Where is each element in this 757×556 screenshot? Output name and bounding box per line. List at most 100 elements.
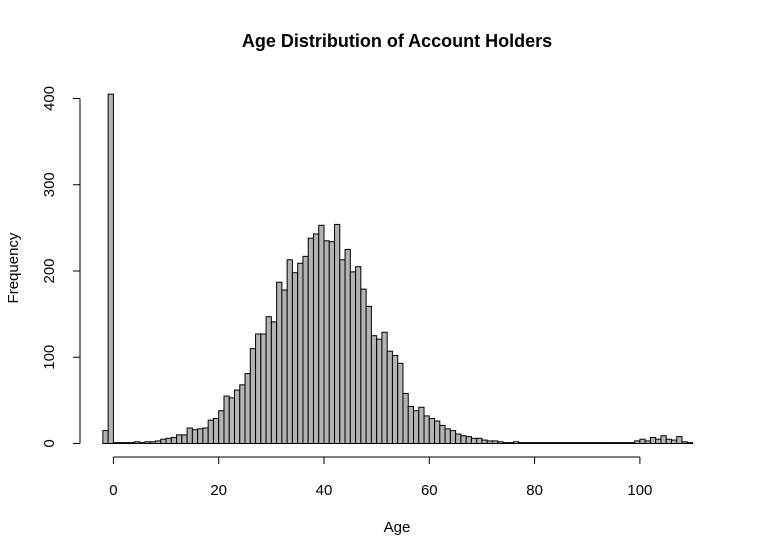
histogram-bar (655, 438, 662, 445)
histogram-bar (307, 237, 314, 444)
histogram-bar (355, 266, 362, 444)
histogram-bar (449, 430, 457, 444)
histogram-bar (649, 436, 657, 444)
histogram-bar (639, 438, 646, 445)
histogram-bar (239, 384, 246, 445)
histogram-bar (381, 331, 388, 444)
histogram-bar (513, 441, 520, 444)
histogram-bar (607, 442, 615, 445)
histogram-bar (144, 441, 151, 444)
histogram-bar (670, 439, 678, 444)
histogram-bar (118, 442, 125, 445)
histogram-bar (470, 437, 478, 445)
histogram-bar (244, 373, 251, 445)
histogram-bar (391, 355, 399, 444)
histogram-bar (439, 424, 446, 445)
x-tick-label: 60 (421, 482, 438, 499)
histogram-bar (312, 233, 320, 444)
histogram-bar (102, 430, 109, 444)
histogram-bar (302, 255, 309, 444)
histogram-bar (423, 415, 430, 444)
histogram-bar (634, 440, 641, 445)
y-tick-label: 400 (41, 86, 58, 111)
histogram-bar (197, 428, 204, 444)
histogram-bar (323, 240, 330, 444)
x-tick-label: 80 (526, 482, 543, 499)
histogram-bar (455, 433, 462, 445)
histogram-bar (349, 271, 357, 444)
histogram-bar (297, 262, 304, 444)
histogram-bar (586, 442, 594, 445)
histogram-bar (686, 442, 694, 445)
histogram-bar (534, 442, 541, 445)
histogram-bar (223, 395, 230, 444)
histogram-bar (360, 288, 367, 444)
histogram-bar (265, 316, 272, 444)
histogram-bar (286, 259, 293, 445)
histogram-bar (218, 410, 225, 445)
histogram-bar (344, 248, 351, 444)
histogram-bar (170, 436, 178, 444)
histogram-bar (486, 440, 493, 445)
x-tick-label: 0 (109, 482, 117, 499)
histogram-bar (318, 224, 325, 444)
x-tick-label: 40 (316, 482, 333, 499)
histogram-bar (434, 420, 441, 445)
histogram-bar (281, 289, 288, 445)
histogram-bar (207, 419, 214, 444)
histogram-bar (339, 259, 346, 445)
histogram-bar (376, 338, 383, 445)
histogram-bar (402, 392, 409, 445)
histogram-bar (602, 442, 609, 445)
chart-title: Age Distribution of Account Holders (242, 31, 552, 51)
histogram-bar (212, 417, 220, 444)
histogram-bar (592, 442, 599, 445)
histogram-bar (549, 442, 557, 445)
histogram-bar (460, 435, 467, 444)
histogram-bar (191, 429, 199, 445)
y-axis-label: Frequency (5, 232, 22, 303)
histogram-bar (418, 406, 425, 444)
histogram-bar (123, 442, 130, 445)
histogram-bar (476, 437, 483, 445)
histogram-bar (176, 434, 183, 445)
y-tick-label: 100 (41, 345, 58, 370)
histogram-bar (413, 410, 420, 445)
histogram-bar (202, 427, 209, 445)
histogram-bar (181, 434, 188, 445)
x-axis: 0 20 40 60 80 100 (109, 456, 652, 499)
histogram-bar (155, 440, 162, 445)
histogram-bar (139, 442, 146, 445)
histogram-bar (618, 442, 625, 445)
histogram-bar (570, 442, 578, 445)
histogram-bar (523, 442, 530, 445)
histogram-bar (565, 442, 572, 445)
histogram-bars (102, 93, 694, 445)
histogram-bar (676, 436, 683, 445)
histogram-bar (133, 441, 141, 444)
histogram-bar (112, 442, 120, 445)
x-tick-label: 100 (627, 482, 652, 499)
histogram-bar (518, 442, 525, 445)
histogram-bar (270, 321, 278, 445)
histogram-bar (528, 442, 536, 445)
histogram-bar (644, 440, 651, 445)
y-tick-label: 300 (41, 172, 58, 197)
histogram-bar (386, 350, 393, 444)
histogram-bar (665, 438, 672, 445)
histogram-bar (149, 441, 157, 444)
histogram-bar (502, 442, 509, 445)
histogram-bar (370, 335, 378, 444)
histogram-bar (365, 305, 372, 444)
histogram-bar (260, 333, 267, 444)
histogram-bar (497, 441, 504, 444)
histogram-bar (107, 93, 114, 444)
histogram-bar (234, 389, 241, 444)
histogram-bar (576, 442, 583, 445)
histogram-bar (186, 427, 193, 445)
histogram-bar (276, 281, 283, 444)
histogram-bar (334, 223, 341, 444)
y-tick-label: 0 (41, 439, 58, 447)
histogram-bar (581, 442, 588, 445)
